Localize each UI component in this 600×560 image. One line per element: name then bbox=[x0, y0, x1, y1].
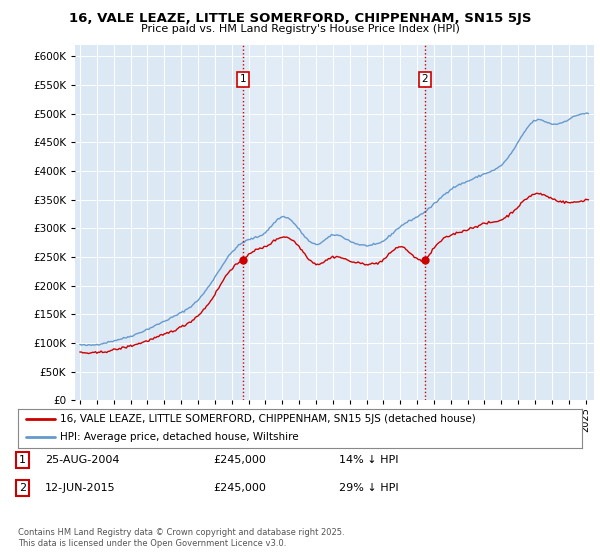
Text: 2: 2 bbox=[421, 74, 428, 84]
Text: £245,000: £245,000 bbox=[213, 483, 266, 493]
Bar bbox=[242, 45, 425, 400]
Text: 25-AUG-2004: 25-AUG-2004 bbox=[45, 455, 119, 465]
Text: HPI: Average price, detached house, Wiltshire: HPI: Average price, detached house, Wilt… bbox=[60, 432, 299, 442]
Text: 12-JUN-2015: 12-JUN-2015 bbox=[45, 483, 116, 493]
Text: 2: 2 bbox=[19, 483, 26, 493]
Text: £245,000: £245,000 bbox=[213, 455, 266, 465]
Text: 29% ↓ HPI: 29% ↓ HPI bbox=[339, 483, 398, 493]
Text: 16, VALE LEAZE, LITTLE SOMERFORD, CHIPPENHAM, SN15 5JS (detached house): 16, VALE LEAZE, LITTLE SOMERFORD, CHIPPE… bbox=[60, 414, 476, 424]
Text: 1: 1 bbox=[239, 74, 246, 84]
Text: 1: 1 bbox=[19, 455, 26, 465]
Text: Price paid vs. HM Land Registry's House Price Index (HPI): Price paid vs. HM Land Registry's House … bbox=[140, 24, 460, 34]
Text: Contains HM Land Registry data © Crown copyright and database right 2025.
This d: Contains HM Land Registry data © Crown c… bbox=[18, 528, 344, 548]
Text: 16, VALE LEAZE, LITTLE SOMERFORD, CHIPPENHAM, SN15 5JS: 16, VALE LEAZE, LITTLE SOMERFORD, CHIPPE… bbox=[69, 12, 531, 25]
Text: 14% ↓ HPI: 14% ↓ HPI bbox=[339, 455, 398, 465]
